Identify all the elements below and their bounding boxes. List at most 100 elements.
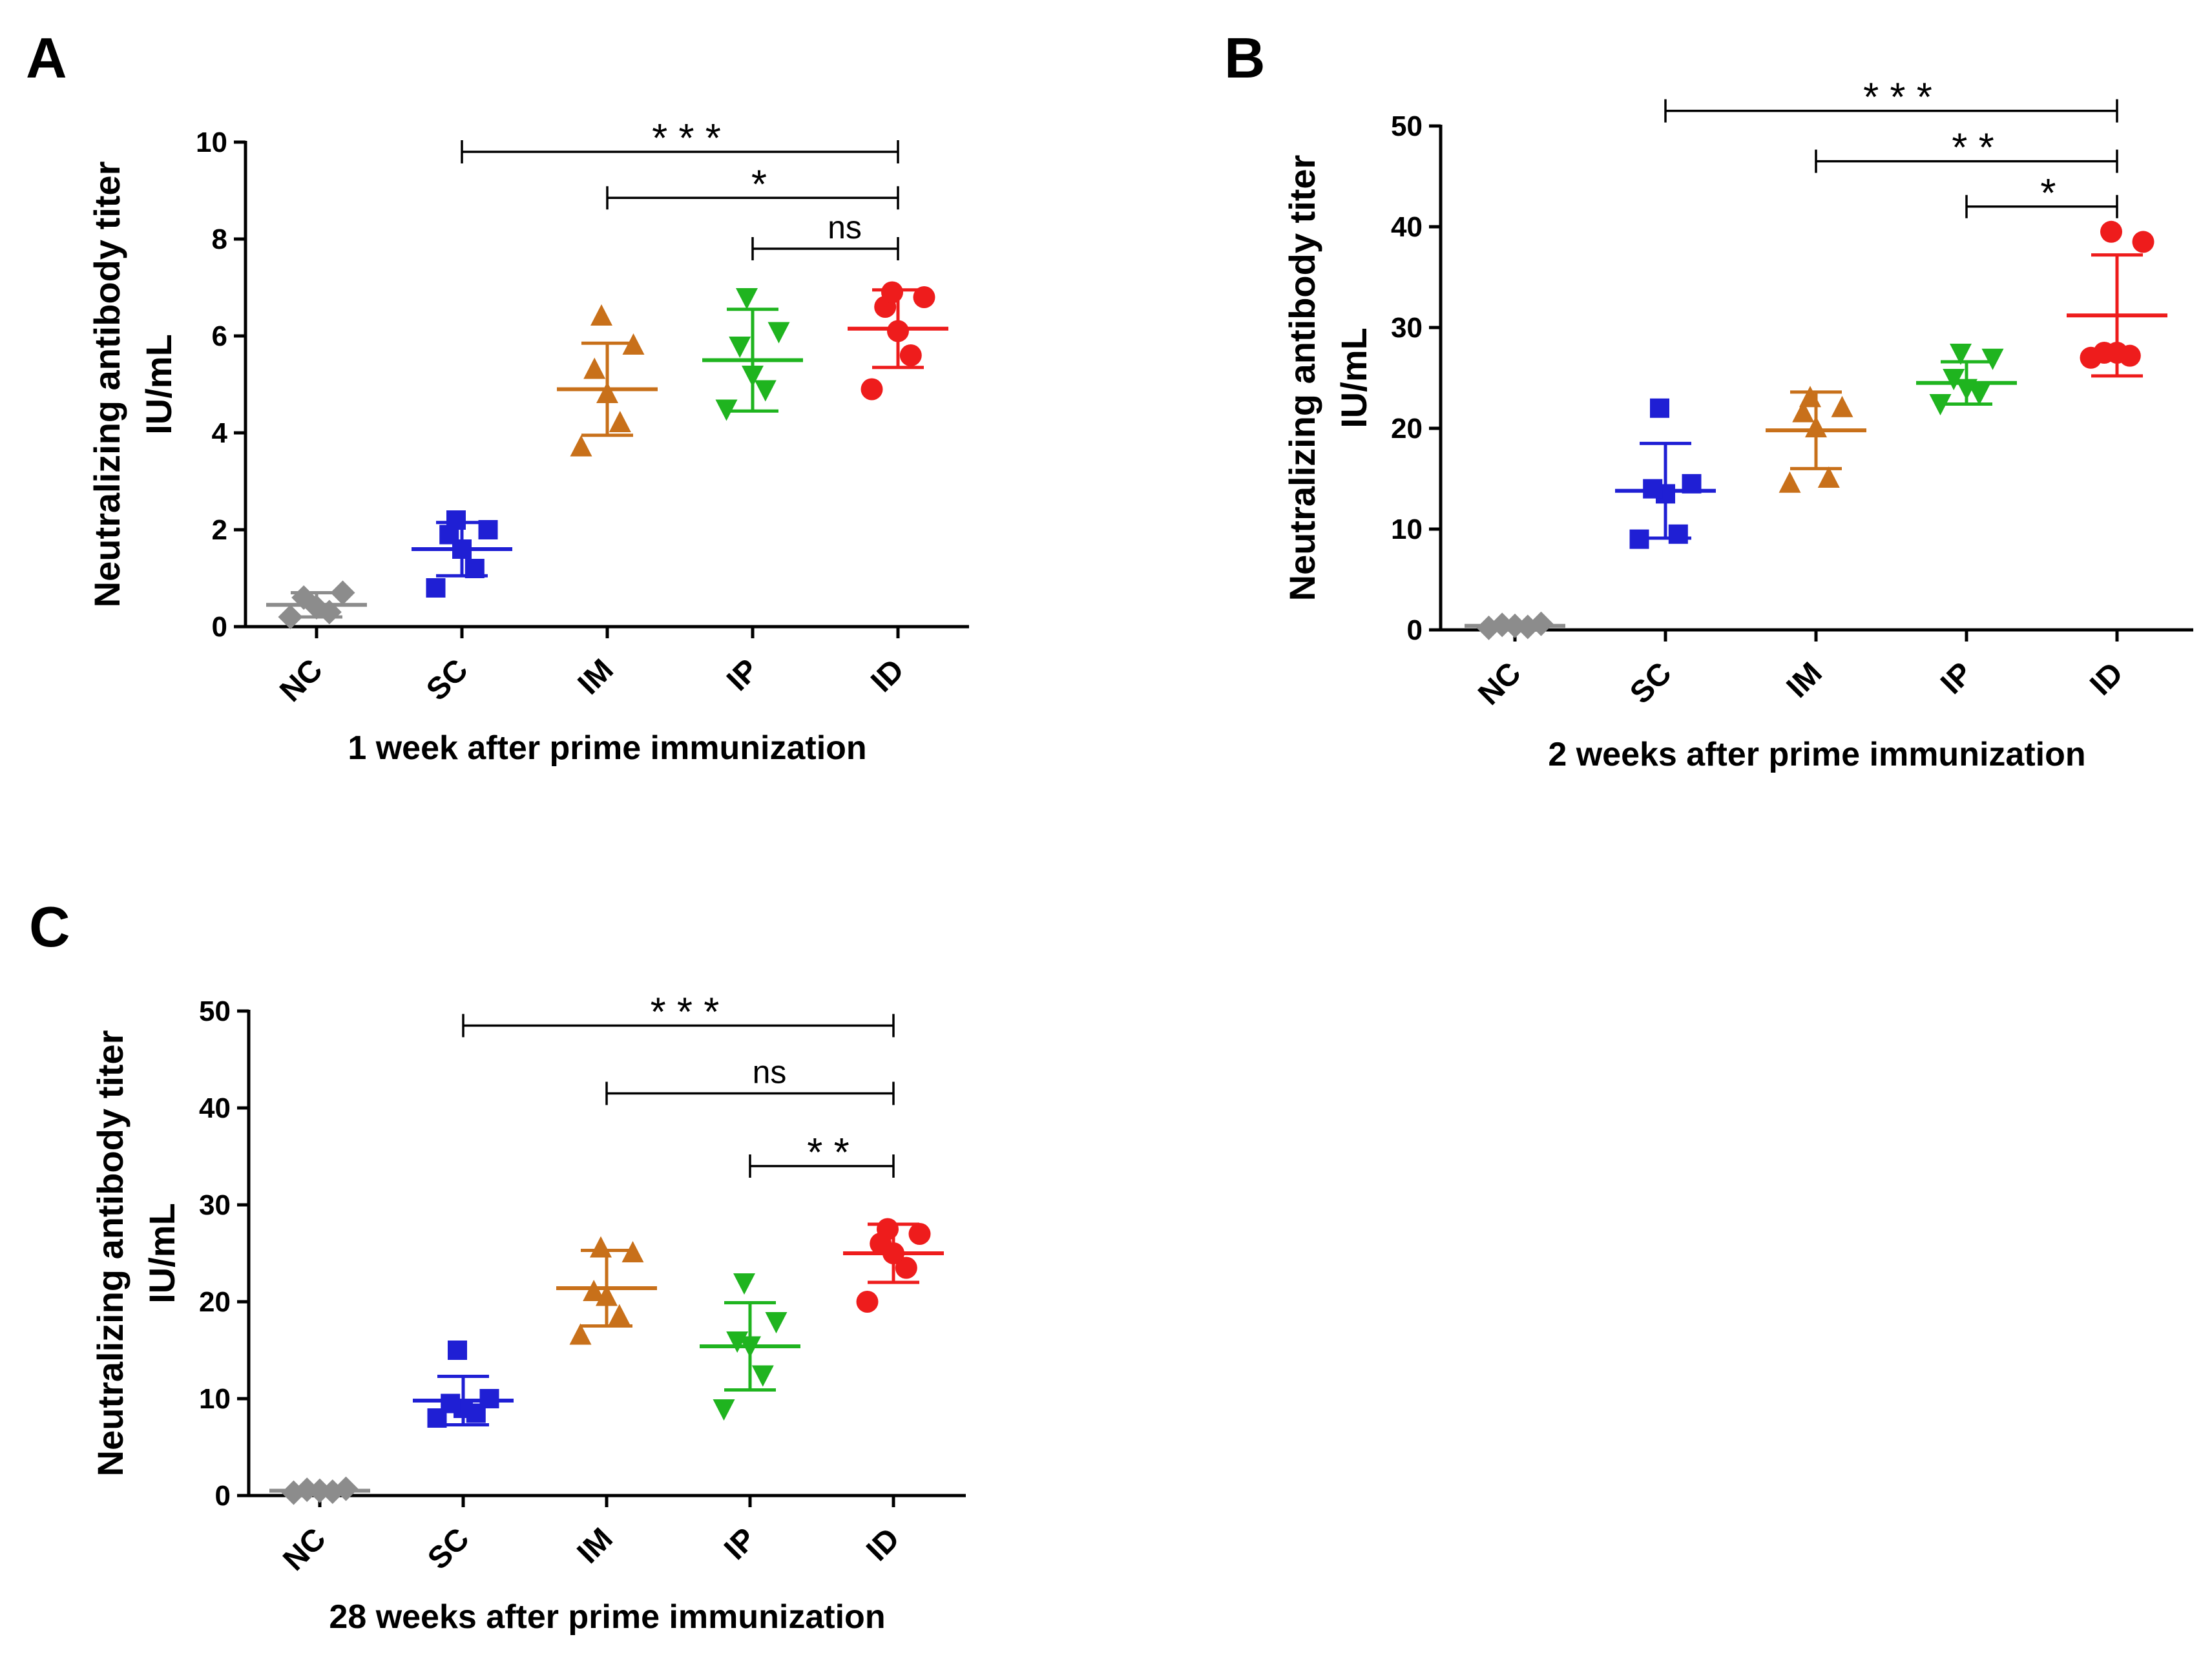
y-tick-label: 0 [212,611,227,643]
y-tick-label: 0 [215,1480,231,1512]
data-point [736,288,758,309]
data-point [767,322,790,344]
significance-bracket: * * * [461,116,899,163]
data-point [881,281,903,304]
y-tick-label: 50 [1391,110,1423,142]
data-point [887,320,909,342]
data-point [713,1399,735,1421]
group-NC [266,580,367,629]
data-point [1831,395,1853,417]
y-axis-unit-label: IU/mL [141,1203,182,1304]
x-tick-label-SC: SC [1623,656,1678,711]
data-point [278,605,303,629]
x-tick-label-ID: ID [864,652,910,698]
bracket-label: * * * [652,116,721,161]
data-point [1490,612,1515,638]
x-tick-label-IM: IM [572,652,620,701]
significance-bracket: * * [749,1131,895,1178]
group-NC [1465,611,1565,640]
x-tick-label-NC: NC [273,652,329,708]
x-axis-label: 1 week after prime immunization [348,729,866,767]
significance-bracket: * * * [1664,76,2118,123]
data-point [1650,398,1669,418]
y-tick-label: 2 [212,514,227,546]
data-point [1817,466,1840,488]
data-point [899,344,922,366]
significance-bracket: * [1965,171,2118,218]
data-point [1682,474,1702,494]
x-tick-label-IM: IM [571,1521,620,1570]
data-point [1668,524,1688,544]
data-point [583,357,606,379]
data-point [733,1273,755,1295]
bracket-label: * * [807,1131,849,1175]
significance-bracket: ns [605,1054,895,1105]
y-tick-label: 40 [1391,211,1423,243]
data-point [333,1476,359,1501]
y-tick-label: 20 [1391,413,1423,444]
data-point [1956,379,1977,401]
data-point [861,378,883,401]
y-tick-label: 6 [212,320,227,352]
x-tick-label-ID: ID [2083,656,2129,702]
data-point [877,1218,899,1240]
group-ID [843,1218,944,1313]
data-point [1981,348,2004,370]
group-NC [269,1476,370,1505]
data-point [1968,384,1990,406]
y-tick-label: 10 [199,1383,231,1415]
group-SC [412,510,512,598]
x-tick-label-IM: IM [1780,656,1829,704]
data-point [1929,394,1952,415]
x-tick-label-IP: IP [1934,656,1979,701]
data-point [441,1393,461,1414]
x-tick-label-SC: SC [420,652,475,707]
data-point [621,1241,644,1262]
data-point [895,1257,917,1279]
data-point [1950,344,1972,365]
data-point [1643,479,1663,499]
data-point [754,380,777,402]
significance-bracket: ns [751,209,899,260]
data-point [479,1389,499,1408]
y-tick-label: 8 [212,224,227,255]
data-point [590,1236,612,1258]
bracket-label: ns [753,1054,787,1090]
data-point [596,382,618,403]
panel-A: A 0 2 4 6 8 10 NC SC IM IP ID Neutralizing antibody … [26,26,969,767]
data-point [715,399,738,421]
group-IM [1766,386,1866,493]
bracket-label: * [751,162,767,207]
data-point [729,337,751,358]
y-tick-label: 10 [196,127,227,158]
data-point [569,1323,592,1345]
data-point [1629,529,1649,549]
x-tick-label-IP: IP [720,652,766,698]
x-tick-label-NC: NC [276,1521,332,1577]
y-tick-label: 30 [199,1189,231,1221]
y-axis-label: Neutralizing antibody titer [87,162,127,608]
bracket-label: * [2040,171,2056,216]
x-tick-label-IP: IP [718,1521,763,1567]
bracket-label: * * * [651,990,720,1035]
group-ID [2067,220,2167,378]
data-point [908,1223,931,1245]
x-tick-label-NC: NC [1472,656,1527,711]
data-point [1805,416,1827,437]
data-point [742,366,764,387]
data-point [2132,231,2155,253]
x-axis-label: 28 weeks after prime immunization [329,1598,885,1636]
data-point [330,580,355,605]
data-point [751,1365,774,1387]
group-IP [1916,344,2017,415]
data-point [590,304,612,326]
data-point [765,1312,788,1333]
panel-label: C [29,895,70,959]
panel-B: B 0 10 20 30 40 50 NC SC IM IP ID Neutralizing antib… [1224,26,2193,773]
panel-C: C 0 10 20 30 40 50 NC SC IM IP ID Neutralizing antib… [29,895,966,1636]
data-point [609,411,631,432]
data-point [464,559,485,578]
data-point [2100,220,2122,243]
data-point [583,1280,605,1301]
